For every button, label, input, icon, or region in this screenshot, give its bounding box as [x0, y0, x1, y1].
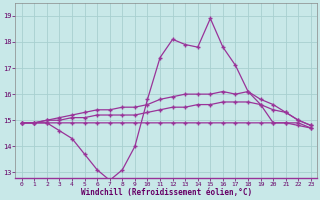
X-axis label: Windchill (Refroidissement éolien,°C): Windchill (Refroidissement éolien,°C): [81, 188, 252, 197]
